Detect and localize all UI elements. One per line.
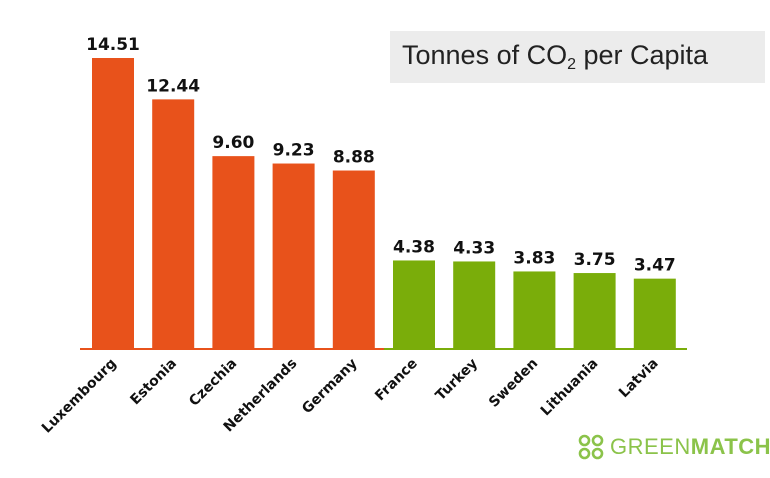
bar-france [393, 260, 435, 348]
bar-sweden [513, 271, 556, 348]
value-label-lithuania: 3.75 [574, 250, 616, 270]
value-label-latvia: 3.47 [634, 256, 676, 276]
category-label-france: France [372, 356, 421, 405]
chart-title-subscript: 2 [567, 56, 576, 73]
value-label-czechia: 9.60 [212, 133, 254, 153]
chart-title-main: Tonnes of CO [402, 40, 568, 70]
chart-title: Tonnes of CO2 per Capita [402, 40, 708, 74]
value-label-luxembourg: 14.51 [86, 35, 140, 55]
bar-lithuania [573, 273, 616, 348]
chart-title-rest: per Capita [576, 40, 709, 70]
value-label-netherlands: 9.23 [273, 141, 315, 161]
category-label-germany: Germany [299, 356, 361, 418]
value-label-turkey: 4.33 [453, 238, 495, 258]
bar-germany [332, 170, 375, 348]
category-label-sweden: Sweden [486, 356, 541, 411]
bar-luxembourg [92, 58, 134, 348]
value-label-france: 4.38 [393, 237, 435, 257]
category-label-estonia: Estonia [127, 356, 180, 409]
logo-text-green: GREEN [610, 434, 691, 459]
bar-czechia [212, 156, 255, 348]
value-label-estonia: 12.44 [146, 76, 200, 96]
category-label-turkey: Turkey [433, 356, 481, 404]
logo-text-match: MATCH [690, 434, 770, 459]
category-label-luxembourg: Luxembourg [39, 356, 120, 437]
greenmatch-logo: GREENMATCH [578, 434, 770, 460]
bar-netherlands [272, 163, 315, 348]
value-label-sweden: 3.83 [513, 248, 555, 268]
value-label-germany: 8.88 [333, 148, 375, 168]
bar-turkey [453, 261, 496, 348]
category-label-czechia: Czechia [186, 356, 240, 410]
chart-title-box: Tonnes of CO2 per Capita [390, 31, 765, 83]
bar-latvia [633, 278, 676, 348]
category-label-latvia: Latvia [616, 356, 662, 402]
category-label-lithuania: Lithuania [538, 356, 602, 420]
clover-icon [578, 434, 604, 460]
bar-estonia [152, 99, 195, 349]
